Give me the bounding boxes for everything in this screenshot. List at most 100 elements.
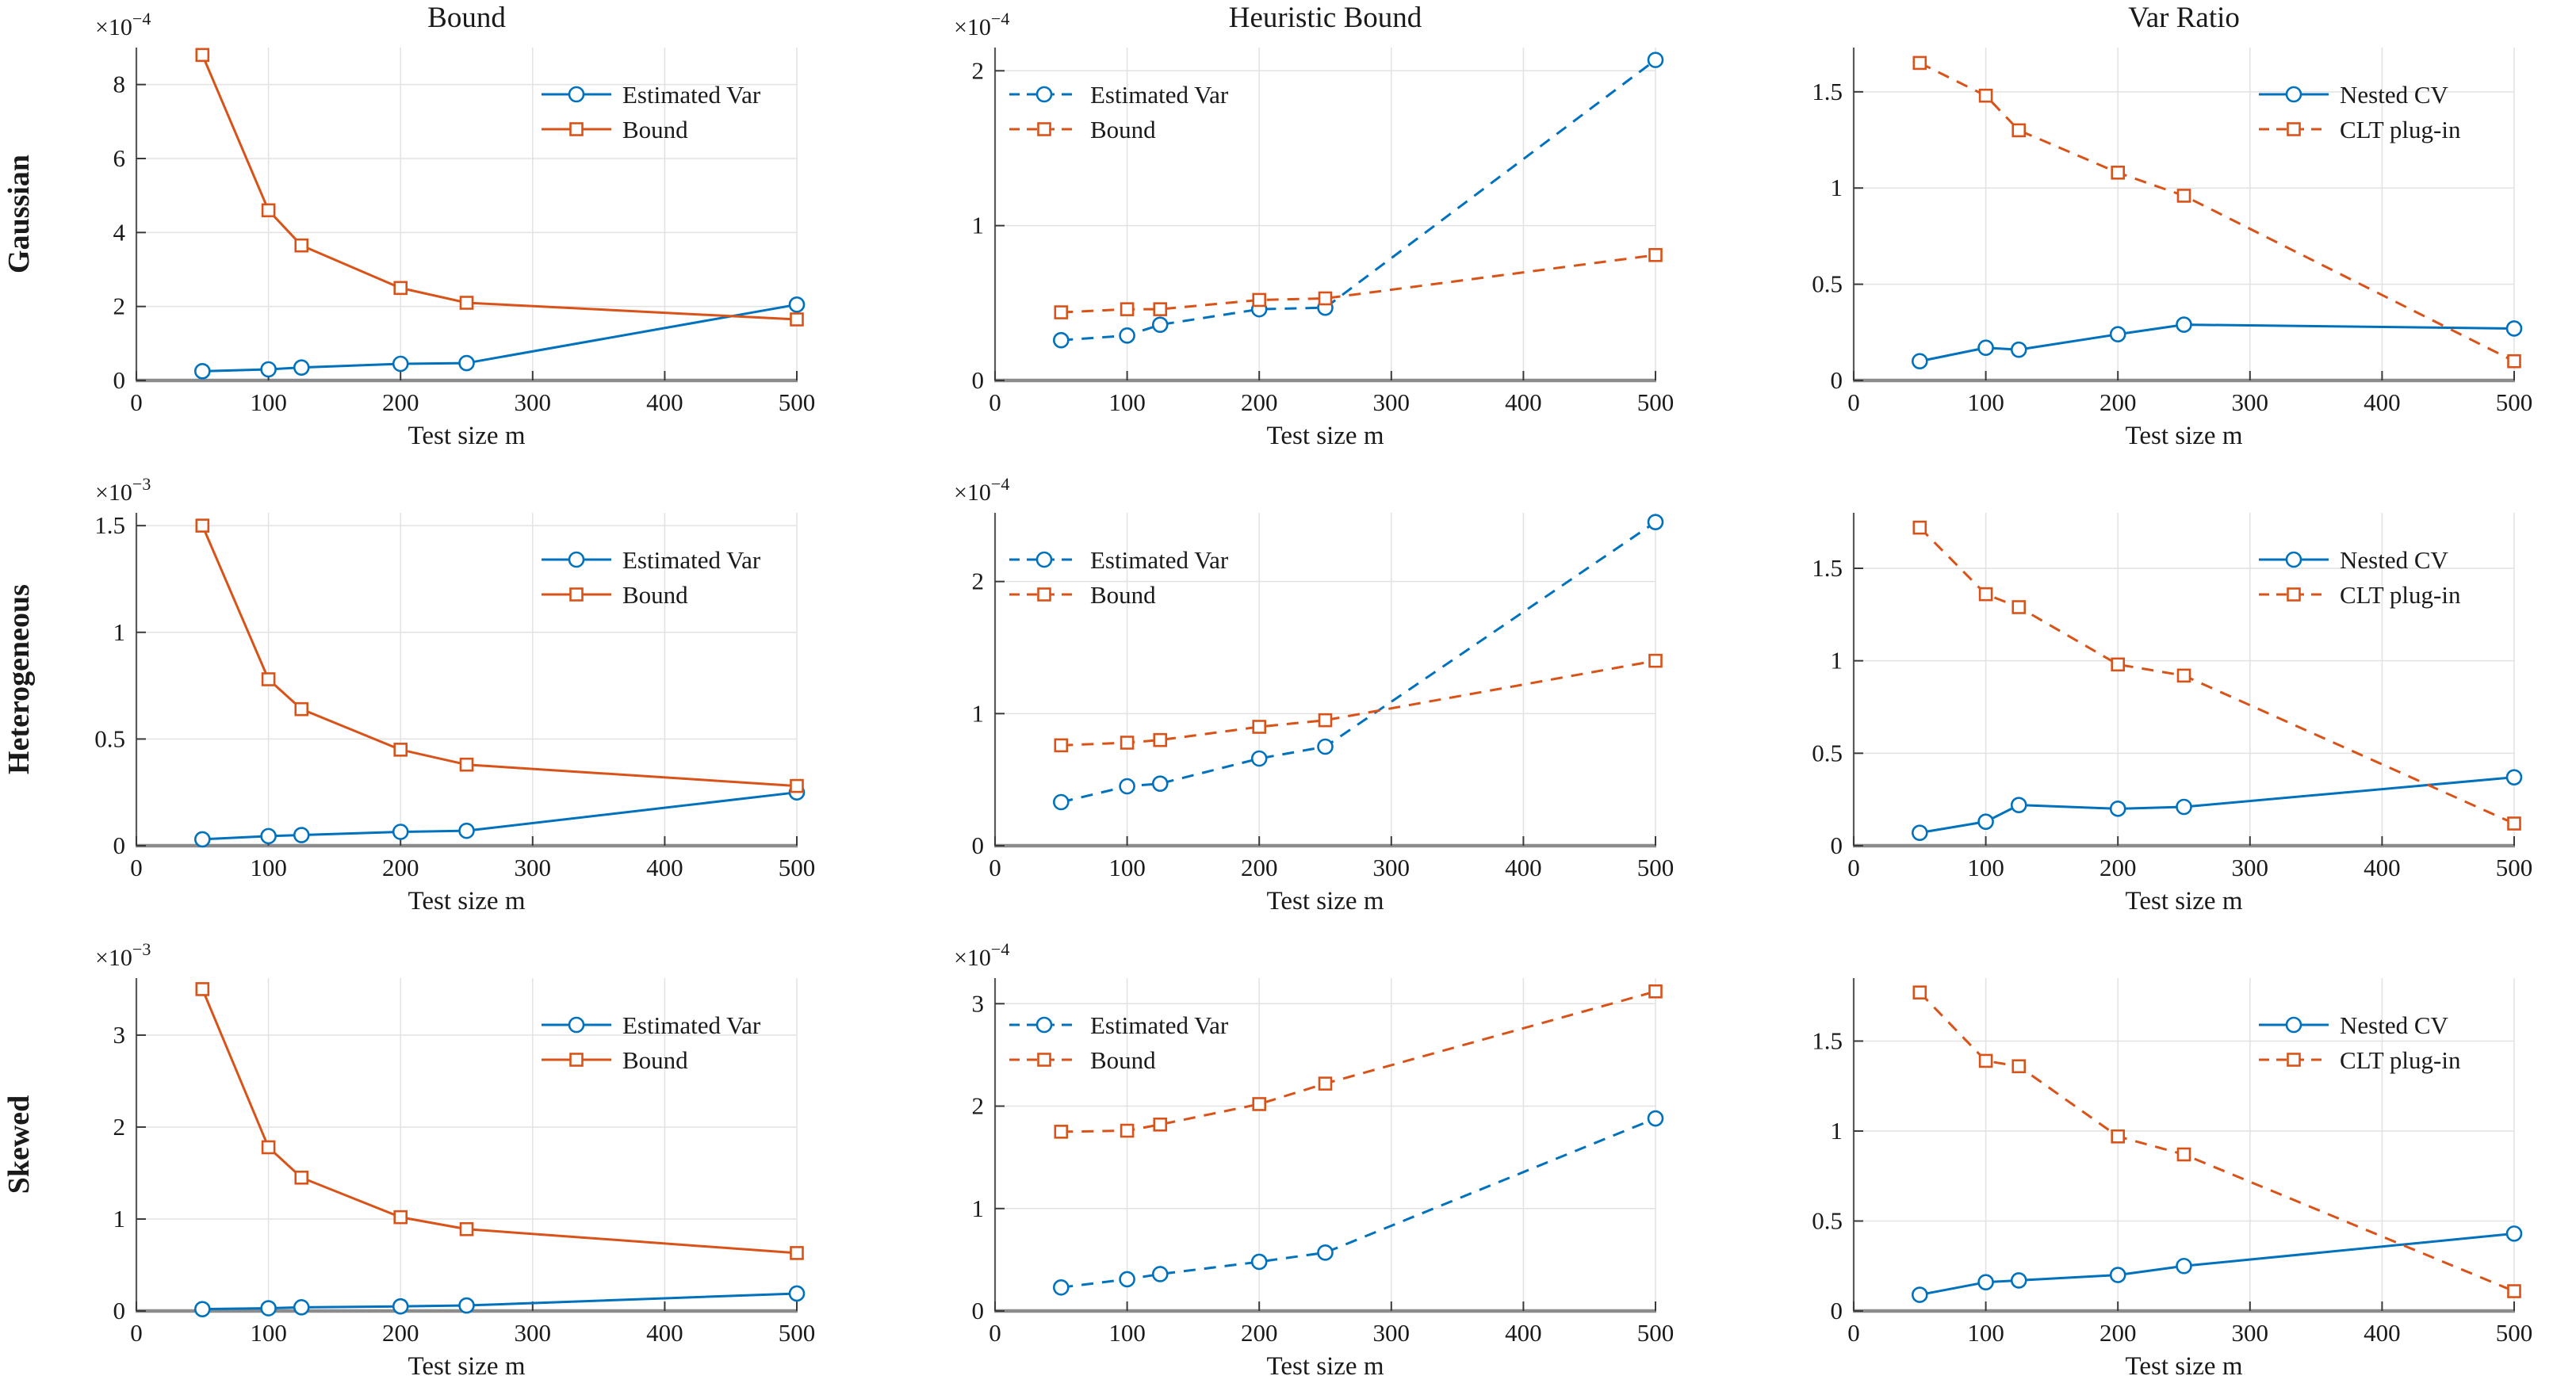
legend-marker-square xyxy=(2287,122,2301,136)
data-marker-circle xyxy=(194,1301,211,1317)
data-marker-square xyxy=(1054,1125,1069,1139)
data-marker-circle xyxy=(1647,52,1664,68)
y-axis-tick-label: 1 xyxy=(972,1194,985,1222)
x-axis-tick-label: 400 xyxy=(646,1319,683,1347)
data-marker-circle xyxy=(293,359,310,376)
legend-label: Bound xyxy=(622,116,688,143)
x-axis-tick-label: 300 xyxy=(2232,854,2269,881)
subplot-heterogeneous-var-ratio: 0 100 200 300 400 500 0 0.5 1 1.5 Test size m Neste… xyxy=(1717,465,2576,931)
data-marker-square xyxy=(459,757,474,772)
legend-label: Nested CV xyxy=(2340,546,2449,574)
legend-label: Bound xyxy=(1090,1046,1156,1074)
plot-title: Bound xyxy=(427,2,506,34)
legend-marker-circle xyxy=(2285,86,2302,103)
data-marker-circle xyxy=(1053,1278,1070,1296)
x-axis-tick-label: 400 xyxy=(1505,388,1542,416)
data-marker-circle xyxy=(194,363,211,380)
x-axis-tick-label: 200 xyxy=(2099,854,2137,881)
y-axis-tick-label: 1.5 xyxy=(94,511,125,539)
x-axis-label: Test size m xyxy=(408,887,526,915)
data-marker-square xyxy=(2507,816,2521,831)
legend-label: Estimated Var xyxy=(1090,1011,1229,1039)
legend-marker-square xyxy=(569,122,584,136)
x-axis-tick-label: 500 xyxy=(779,1319,816,1347)
legend-label: CLT plug-in xyxy=(2340,581,2461,609)
data-marker-square xyxy=(1153,732,1168,747)
x-axis-tick-label: 0 xyxy=(130,388,143,416)
data-marker-square xyxy=(1318,291,1333,306)
series-line-estimated-var xyxy=(202,1292,798,1311)
chart-svg: 0 100 200 300 400 500 0 0.5 1 1.5 ×10−3 Heterogeneo… xyxy=(2,474,815,915)
data-marker-square xyxy=(1120,302,1135,316)
data-marker-square xyxy=(2011,1059,2027,1074)
y-axis-tick-label: 2 xyxy=(113,1113,126,1141)
data-marker-circle xyxy=(1317,738,1334,755)
x-axis-tick-label: 100 xyxy=(1967,854,2004,881)
x-axis-tick-label: 500 xyxy=(1637,388,1675,416)
legend-marker-square xyxy=(569,587,584,602)
data-marker-circle xyxy=(2176,316,2192,333)
y-axis-exponent-label: ×10−4 xyxy=(954,474,1009,506)
x-axis-tick-label: 300 xyxy=(1373,854,1410,881)
row-label: Gaussian xyxy=(2,155,36,273)
legend-marker-circle xyxy=(1035,551,1053,568)
x-axis-tick-label: 200 xyxy=(1241,388,1278,416)
y-axis-tick-label: 0 xyxy=(1831,831,1843,859)
subplot-gaussian-var-ratio: 0 100 200 300 400 500 0 0.5 1 1.5 Var Ratio Test si… xyxy=(1717,0,2576,465)
data-marker-square xyxy=(294,1170,309,1185)
data-marker-circle xyxy=(2109,1267,2126,1283)
data-marker-square xyxy=(195,518,210,533)
data-marker-square xyxy=(790,312,804,327)
y-axis-tick-label: 0 xyxy=(972,1297,985,1324)
data-marker-square xyxy=(1054,305,1069,319)
data-marker-circle xyxy=(260,1300,277,1317)
legend-label: Nested CV xyxy=(2340,81,2449,109)
data-marker-circle xyxy=(293,1299,310,1316)
y-axis-exponent-label: ×10−4 xyxy=(954,9,1009,40)
data-marker-circle xyxy=(2010,341,2027,358)
data-marker-square xyxy=(1912,55,1927,71)
data-marker-square xyxy=(1978,1053,1993,1068)
x-axis-label: Test size m xyxy=(2126,887,2243,915)
data-marker-circle xyxy=(1317,1244,1334,1261)
data-marker-circle xyxy=(1119,1271,1135,1288)
y-axis-tick-label: 0 xyxy=(972,366,985,394)
y-axis-tick-label: 1 xyxy=(113,1205,126,1233)
legend-label: Bound xyxy=(1090,116,1156,143)
x-axis-tick-label: 200 xyxy=(2099,1319,2137,1347)
x-axis-tick-label: 300 xyxy=(1373,388,1410,416)
legend-marker-circle xyxy=(568,1016,585,1034)
data-marker-circle xyxy=(392,824,409,840)
subplot-skewed-bound: 0 100 200 300 400 500 0 1 2 3 ×10−3 Skewed Test size… xyxy=(0,931,859,1395)
data-marker-square xyxy=(1252,1097,1267,1111)
data-marker-circle xyxy=(1250,1253,1268,1271)
x-axis-tick-label: 300 xyxy=(2232,1319,2269,1347)
legend-marker-circle xyxy=(2285,1016,2302,1034)
y-axis-tick-label: 1.5 xyxy=(1812,78,1843,105)
data-marker-square xyxy=(2111,1129,2126,1144)
legend-label: Estimated Var xyxy=(1090,81,1229,109)
data-marker-square xyxy=(393,1210,408,1225)
x-axis-label: Test size m xyxy=(2126,1352,2243,1381)
data-marker-square xyxy=(1120,736,1135,750)
data-marker-circle xyxy=(788,296,806,313)
data-marker-circle xyxy=(2505,320,2523,337)
y-axis-tick-label: 0 xyxy=(1831,366,1843,394)
legend-marker-square xyxy=(1037,122,1051,136)
legend-marker-circle xyxy=(1035,86,1053,103)
data-marker-square xyxy=(1318,713,1333,728)
y-axis-tick-label: 1 xyxy=(1831,174,1843,201)
x-axis-tick-label: 0 xyxy=(130,854,143,881)
series-line-clt-plug-in xyxy=(1919,992,2515,1293)
x-axis-tick-label: 300 xyxy=(515,1319,552,1347)
data-marker-circle xyxy=(260,361,277,378)
data-marker-circle xyxy=(260,827,277,845)
data-marker-circle xyxy=(1912,353,1928,370)
data-marker-square xyxy=(195,982,210,996)
subplot-gaussian-heuristic-bound: 0 100 200 300 400 500 0 1 2 ×10−4 Heuristic Bound T… xyxy=(859,0,1717,465)
x-axis-tick-label: 500 xyxy=(1637,854,1675,881)
data-marker-square xyxy=(1252,720,1267,734)
data-marker-square xyxy=(1153,1118,1168,1132)
y-axis-tick-label: 2 xyxy=(972,56,985,84)
x-axis-tick-label: 100 xyxy=(1967,388,2004,416)
